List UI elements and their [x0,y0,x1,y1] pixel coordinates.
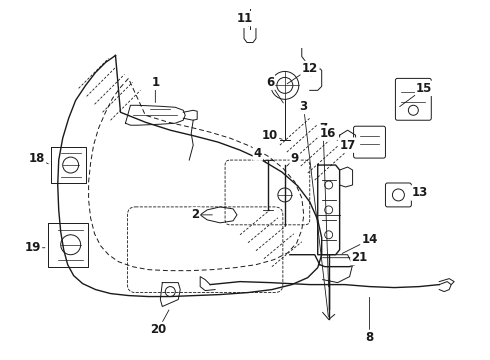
Text: 9: 9 [291,152,299,165]
Text: 21: 21 [351,251,368,264]
Text: 6: 6 [266,76,274,89]
Text: 1: 1 [151,76,159,89]
Text: 3: 3 [299,100,308,113]
Text: 8: 8 [366,331,374,344]
Text: 16: 16 [319,127,336,140]
Text: 4: 4 [254,147,262,159]
Text: 17: 17 [340,139,356,152]
Text: 14: 14 [361,233,378,246]
Text: 19: 19 [24,241,41,254]
Text: 5: 5 [311,62,319,75]
Text: 15: 15 [416,82,433,95]
Text: 11: 11 [237,12,253,25]
Text: 13: 13 [411,186,427,199]
Text: 2: 2 [191,208,199,221]
Text: 7: 7 [319,122,327,135]
Text: 12: 12 [302,62,318,75]
Text: 18: 18 [28,152,45,165]
Text: 10: 10 [262,129,278,142]
Text: 20: 20 [150,323,167,336]
